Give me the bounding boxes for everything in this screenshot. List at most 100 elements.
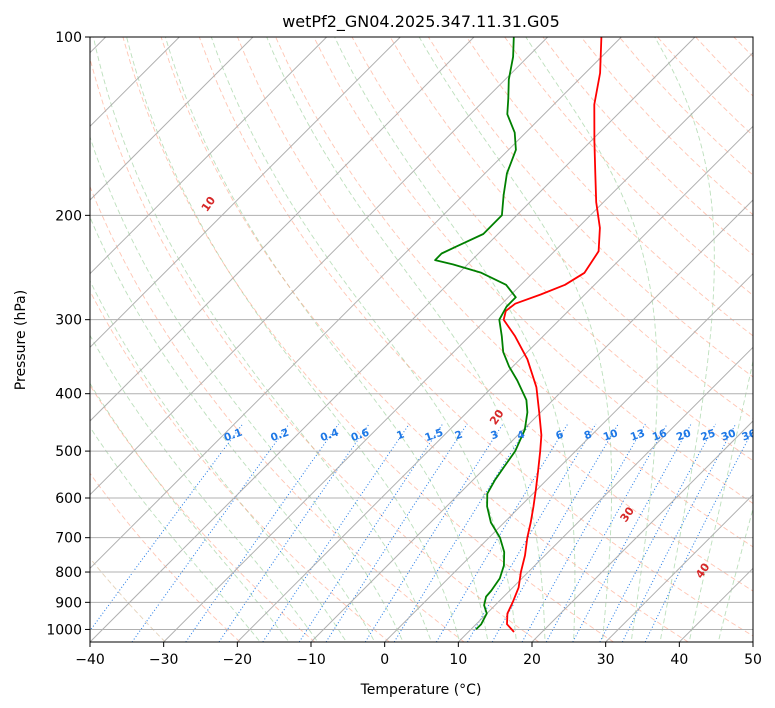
moist-adiabat-line: [266, 37, 546, 642]
moist-adiabat-line: [525, 37, 658, 642]
moist-adiabat-line: [90, 426, 261, 642]
isotherm-line: [457, 346, 753, 642]
moist-adiabat-line: [126, 37, 461, 642]
isotherm-line: [90, 37, 475, 422]
x-tick-label: −20: [223, 652, 253, 668]
isotherm-line: [90, 37, 254, 201]
mixing-ratio-line: [621, 423, 737, 642]
dry-adiabat-line: [237, 37, 753, 592]
mixing-ratio-line: [599, 423, 716, 642]
sounding-series: [434, 37, 603, 633]
moist-adiabat-line: [334, 37, 576, 642]
dry-adiabat-line: [90, 56, 540, 642]
mixing-ratio-label: 20: [675, 427, 693, 443]
mixing-ratio-line: [521, 423, 646, 642]
x-tick-label: 30: [597, 652, 615, 668]
y-tick-label: 200: [55, 208, 82, 224]
dry-adiabat-line: [90, 557, 166, 642]
dry-adiabat-line: [313, 37, 753, 504]
y-tick-label: 100: [55, 30, 82, 46]
mixing-ratio-label: 4: [516, 428, 527, 442]
moist-adiabat-line: [90, 334, 319, 642]
dry-adiabat-line: [90, 472, 241, 642]
dry-adiabats: [90, 37, 753, 642]
dry-adiabat-line: [275, 37, 753, 548]
y-tick-label: 900: [55, 595, 82, 611]
chart-title: wetPf2_GN04.2025.347.11.31.G05: [282, 12, 560, 32]
mixing-ratio-line: [572, 423, 692, 642]
isotherm-line: [310, 199, 753, 642]
mixing-ratio-label: 6: [554, 428, 565, 442]
mixing-ratio-line: [644, 428, 753, 642]
mixing-ratio-label: 10: [602, 427, 620, 443]
mixing-ratio-line: [218, 423, 370, 642]
moist-adiabat-line: [90, 216, 376, 642]
moist-adiabat-line: [92, 37, 432, 642]
plot-frame: [89, 36, 754, 643]
isotherm-line: [90, 37, 622, 570]
mixing-ratio-label: 8: [583, 428, 594, 442]
moist-adiabat-line: [418, 37, 613, 642]
mixing-ratio-label: 0.6: [349, 427, 371, 445]
dry-adiabat-line: [428, 37, 753, 378]
isotherm-line: [90, 37, 549, 496]
mixing-ratio-line: [298, 423, 444, 642]
mixing-ratio-label: 30: [720, 427, 738, 443]
mixing-ratio-line: [545, 423, 668, 642]
isotherm-line: [90, 37, 401, 349]
dry-adiabat-line: [90, 290, 390, 642]
moist-adiabat-line: [90, 279, 347, 642]
moist-adiabat-line: [654, 37, 715, 642]
isobar-grid: [90, 37, 753, 630]
moist-adiabat-line: [90, 135, 404, 642]
mixing-ratio-label: 1: [395, 428, 406, 442]
x-tick-label: 20: [523, 652, 541, 668]
x-tick-label: −30: [149, 652, 179, 668]
y-tick-label: 700: [55, 531, 82, 547]
dry-adiabat-line: [90, 384, 315, 642]
y-tick-label: 800: [55, 565, 82, 581]
isotherm-line: [163, 51, 753, 642]
mixing-ratio-label: 2: [453, 428, 464, 442]
mixing-ratio-label: 3: [489, 428, 500, 442]
isotherm-line: [90, 37, 328, 275]
x-axis-label: Temperature (°C): [360, 682, 482, 698]
mixing-ratio-label: 36: [740, 427, 758, 443]
plot-area: -100-90-80-70-60-50-40-30-20-10010203040…: [90, 37, 758, 642]
y-tick-label: 400: [55, 387, 82, 403]
y-tick-label: 1000: [46, 622, 82, 638]
isotherm-line: [531, 420, 753, 642]
dewpoint-line: [434, 37, 529, 631]
y-axis-label: Pressure (hPa): [13, 290, 29, 390]
dry-adiabat-line: [198, 37, 753, 637]
mixing-ratio-label: 0.2: [269, 427, 291, 445]
dry-adiabat-line: [160, 37, 689, 642]
x-tick-label: 10: [449, 652, 467, 668]
x-tick-label: −40: [75, 652, 105, 668]
x-tick-label: −10: [296, 652, 326, 668]
x-tick-label: 0: [380, 652, 389, 668]
x-tick-label: 40: [670, 652, 688, 668]
mixing-ratio-line: [131, 423, 290, 642]
temperature-line: [502, 37, 603, 633]
mixing-ratio-line: [325, 423, 468, 642]
y-tick-label: 500: [55, 444, 82, 460]
dry-adiabat-line: [351, 37, 753, 462]
moist-adiabat-line: [90, 382, 290, 642]
mixing-ratio-label: 0.4: [319, 427, 341, 445]
dry-adiabat-line: [504, 37, 753, 296]
moist-adiabat-line: [717, 506, 753, 642]
mixing-ratio-line: [393, 423, 530, 642]
mixing-ratio-line: [467, 423, 597, 642]
dry-adiabat-line: [122, 37, 614, 642]
dry-adiabat-line: [90, 185, 465, 642]
moist-adiabat-line: [688, 359, 753, 642]
mixing-ratio-label: 0.1: [222, 427, 244, 445]
mixing-ratio-label: 1.5: [423, 427, 445, 445]
y-tick-label: 300: [55, 313, 82, 329]
isotherm-line: [384, 272, 753, 642]
mixing-ratio-label: 13: [629, 427, 647, 443]
x-tick-label: 50: [744, 652, 762, 668]
